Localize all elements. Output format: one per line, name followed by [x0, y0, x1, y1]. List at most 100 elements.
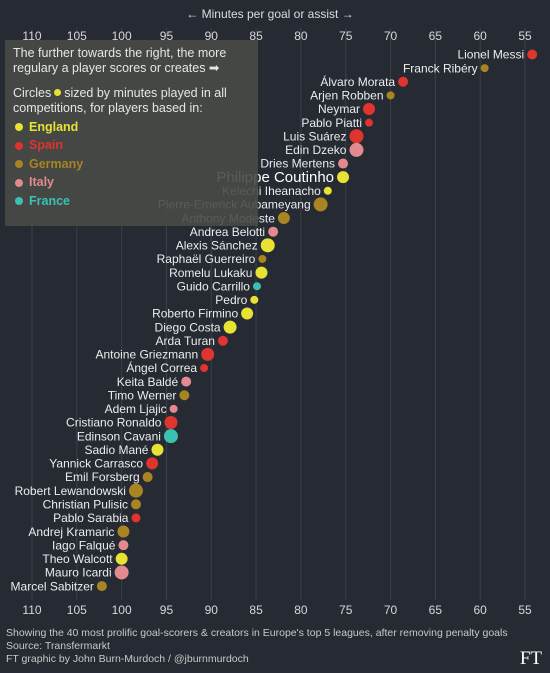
- data-point-circle: [349, 129, 364, 144]
- player-label: Christian Pulisic: [43, 497, 128, 511]
- player-label: Theo Walcott: [42, 552, 113, 566]
- legend-swatch-icon: [15, 178, 23, 187]
- player-label: Pablo Piatti: [301, 116, 362, 130]
- x-tick-label-bottom: 90: [205, 603, 219, 617]
- player-label: Marcel Sabitzer: [11, 579, 94, 593]
- player-label: Raphaël Guerreiro: [157, 252, 256, 266]
- player-label: Guido Carrillo: [177, 279, 251, 293]
- ft-logo: FT: [519, 648, 542, 669]
- data-point-circle: [527, 49, 538, 60]
- data-point-circle: [255, 266, 268, 279]
- player-label: Yannick Carrasco: [49, 457, 143, 471]
- x-tick-label-bottom: 105: [67, 603, 87, 617]
- x-tick-label-top: 110: [22, 29, 41, 43]
- x-axis-ticks-bottom: 110 105 100 95 90 85 80 75 70 65 60 55: [22, 603, 532, 617]
- data-point-circle: [349, 142, 364, 157]
- player-point: Lionel Messi: [457, 48, 538, 62]
- player-point: Pablo Sarabia: [53, 511, 141, 525]
- legend-box: The further towards the right, the more …: [5, 40, 258, 226]
- player-label: Andrej Kramaric: [28, 525, 114, 539]
- legend-swatch-icon: [15, 160, 23, 169]
- data-point-circle: [252, 282, 261, 291]
- player-label: Álvaro Morata: [320, 74, 395, 89]
- x-tick-label-bottom: 95: [160, 603, 174, 617]
- player-label: Edin Dzeko: [285, 143, 347, 157]
- x-tick-label-bottom: 110: [22, 603, 41, 617]
- data-point-circle: [217, 335, 228, 346]
- x-tick-label-top: 60: [474, 29, 488, 43]
- data-point-circle: [142, 472, 153, 483]
- player-point: Diego Costa: [155, 320, 237, 334]
- player-label: Roberto Firmino: [152, 307, 238, 321]
- x-tick-label-bottom: 55: [518, 603, 532, 617]
- player-label: Luis Suárez: [283, 129, 346, 143]
- player-label: Arjen Robben: [310, 89, 383, 103]
- data-point-circle: [169, 404, 178, 413]
- x-axis-ticks-top: 110 105 100 95 90 85 80 75 70 65 60 55: [22, 29, 532, 43]
- data-point-circle: [179, 390, 190, 401]
- player-label: Sadio Mané: [84, 443, 148, 457]
- player-point: Roberto Firmino: [152, 307, 254, 321]
- data-point-circle: [313, 197, 328, 212]
- footer-note: Showing the 40 most prolific goal-scorer…: [6, 627, 508, 639]
- x-tick-label-top: 65: [429, 29, 443, 43]
- player-label: Ángel Correa: [126, 360, 197, 375]
- data-point-circle: [130, 499, 141, 510]
- legend-item-france: France: [13, 192, 250, 211]
- player-label: Diego Costa: [155, 320, 221, 334]
- x-tick-label-top: 55: [518, 29, 532, 43]
- player-label: Mauro Icardi: [45, 566, 112, 580]
- x-tick-label-bottom: 80: [294, 603, 308, 617]
- player-label: Neymar: [318, 102, 360, 116]
- player-point: Andrej Kramaric: [28, 525, 130, 539]
- player-label: Cristiano Ronaldo: [66, 416, 162, 430]
- data-point-circle: [181, 376, 192, 387]
- legend-label: Germany: [29, 156, 84, 171]
- data-point-circle: [268, 226, 279, 237]
- player-point: Dries Mertens: [260, 157, 349, 171]
- player-point: Emil Forsberg: [65, 470, 153, 484]
- data-point-circle: [277, 212, 290, 225]
- player-point: Cristiano Ronaldo: [66, 416, 178, 430]
- data-point-circle: [337, 171, 350, 184]
- footer-source: Source: Transfermarkt: [6, 640, 110, 652]
- x-tick-label-top: 70: [384, 29, 398, 43]
- player-label: Romelu Lukaku: [169, 266, 252, 280]
- data-point-circle: [250, 295, 259, 304]
- legend-label: Italy: [29, 175, 55, 190]
- player-point: Romelu Lukaku: [169, 266, 268, 280]
- player-label: Edinson Cavani: [77, 429, 161, 443]
- legend-size-note-after: sized by minutes played in all competiti…: [13, 86, 227, 115]
- player-point: Christian Pulisic: [43, 497, 141, 511]
- player-point: Adem Ljajic: [105, 402, 178, 416]
- player-label: Adem Ljajic: [105, 402, 167, 416]
- data-point-circle: [260, 238, 275, 253]
- player-point: Keita Baldé: [117, 375, 192, 389]
- player-label: Keita Baldé: [117, 375, 179, 389]
- legend-size-note-before: Circles: [13, 86, 52, 100]
- legend-item-england: England: [13, 118, 250, 137]
- player-point: Pablo Piatti: [301, 116, 374, 130]
- player-label: Antoine Griezmann: [95, 348, 198, 362]
- player-point: Guido Carrillo: [177, 279, 261, 293]
- legend-swatch-icon: [15, 197, 23, 206]
- data-point-circle: [115, 552, 128, 565]
- player-point: Andrea Belotti: [190, 225, 279, 239]
- player-label: Andrea Belotti: [190, 225, 265, 239]
- x-tick-label-bottom: 100: [112, 603, 132, 617]
- legend-items: England Spain Germany Italy France: [13, 118, 250, 211]
- data-point-circle: [223, 320, 237, 334]
- player-point: Robert Lewandowski: [15, 483, 143, 498]
- player-point: Luis Suárez: [283, 129, 364, 144]
- player-label: Lionel Messi: [457, 48, 524, 62]
- legend-swatch-icon: [15, 123, 23, 132]
- legend-label: England: [29, 119, 79, 134]
- x-tick-label-bottom: 65: [429, 603, 443, 617]
- data-point-circle: [200, 363, 209, 372]
- player-label: Dries Mertens: [260, 157, 335, 171]
- player-point: Neymar: [318, 102, 376, 116]
- player-label: Alexis Sánchez: [176, 239, 258, 253]
- legend-swatch-icon: [15, 141, 23, 150]
- player-label: Iago Falqué: [52, 538, 116, 552]
- x-tick-label-bottom: 70: [384, 603, 398, 617]
